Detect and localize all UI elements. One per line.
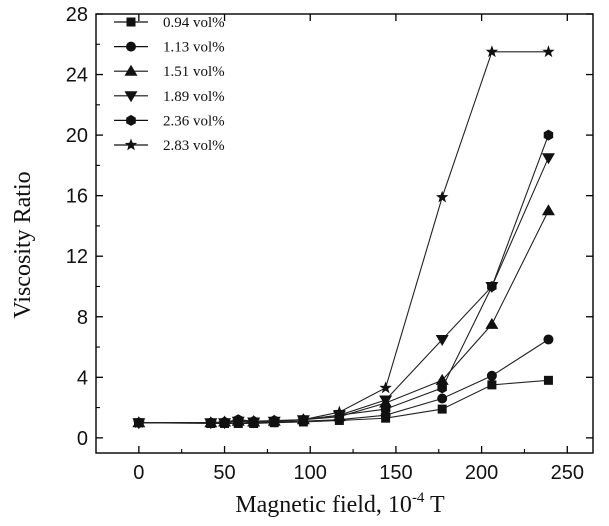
data-point-series-6 [485,45,499,58]
data-point-series-4 [435,334,449,346]
legend-label: 1.51 vol% [163,64,225,80]
data-point-series-6 [379,381,392,394]
data-point-series-5 [437,382,447,394]
data-point-series-1 [543,375,553,385]
legend-marker [126,17,136,27]
legend-marker [124,64,138,76]
series-lines [138,51,549,425]
legend-label: 1.89 vol% [163,89,225,105]
y-tick-label: 16 [66,186,88,208]
data-point-series-1 [437,404,447,414]
data-point-series-6 [218,416,231,428]
y-tick-label: 12 [66,246,88,268]
data-point-series-6 [132,416,145,428]
x-tick-label: 50 [213,462,235,484]
data-point-series-1 [487,380,497,390]
data-point-series-5 [380,403,391,415]
data-point-series-6 [436,190,449,203]
legend-marker [126,114,136,126]
legend-marker [124,91,138,103]
data-point-series-2 [437,393,448,404]
data-point-series-2 [543,334,554,345]
data-point-series-6 [542,45,555,58]
y-tick-label: 0 [77,428,88,450]
y-axis-title: Viscosity Ratio [10,171,36,318]
y-tick-label: 8 [77,307,88,329]
data-point-series-6 [232,414,245,427]
data-point-series-6 [247,414,260,427]
legend-label: 1.13 vol% [163,40,225,56]
x-tick-label: 0 [133,462,144,484]
legend-label: 0.94 vol% [163,15,225,31]
data-point-series-4 [541,153,555,165]
data-point-series-4 [379,395,393,407]
legend-label: 2.36 vol% [163,113,225,129]
x-axis-title: Magnetic field, 10-4 T [235,490,445,518]
x-tick-label: 150 [379,462,412,484]
x-tick-label: 200 [465,462,498,484]
data-point-series-6 [333,405,346,418]
data-point-series-5 [487,281,497,292]
data-point-series-6 [204,416,217,428]
data-point-series-6 [297,413,310,425]
legend-label: 2.83 vol% [163,138,225,154]
axis-ticks: 0 50 100 150 200 250 0 4 8 12 16 20 24 28 [66,4,593,484]
series-line-3 [138,210,549,424]
y-tick-label: 28 [66,4,88,26]
data-point-series-2 [486,370,497,381]
data-point-series-3 [485,317,499,329]
y-tick-label: 24 [66,65,88,87]
series-line-5 [138,134,549,424]
data-point-series-3 [541,204,555,216]
data-point-series-6 [268,414,281,427]
series-line-4 [138,157,549,424]
x-tick-label: 250 [551,462,584,484]
plot-frame [95,13,594,454]
legend-marker [126,41,136,52]
series-line-6 [138,51,549,424]
legend-marker [124,138,138,151]
plot-area [95,13,594,454]
legend: 0.94 vol% 1.13 vol% 1.51 vol% 1.89 vol% 2.36… [114,15,225,154]
y-tick-label: 20 [66,125,88,147]
data-point-series-5 [543,129,554,141]
data-point-series-3 [435,373,449,385]
series-markers [132,45,555,430]
y-tick-label: 4 [77,367,88,389]
x-tick-label: 100 [294,462,327,484]
